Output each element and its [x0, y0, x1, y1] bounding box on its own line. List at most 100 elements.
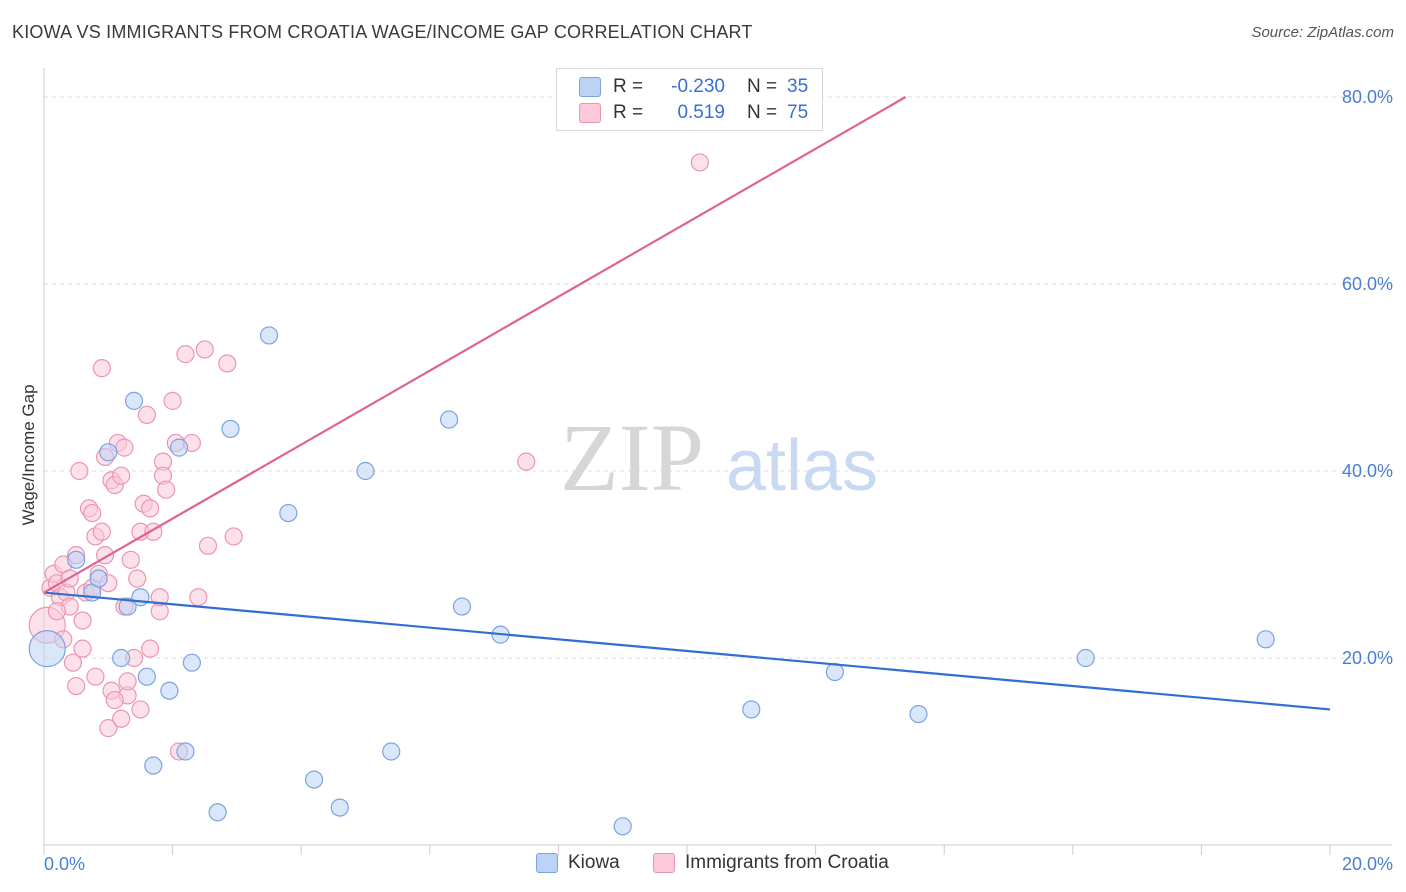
legend-r-value: -0.230	[671, 76, 725, 97]
kiowa-point	[144, 756, 163, 775]
kiowa-point	[28, 630, 66, 668]
kiowa-point	[221, 419, 240, 439]
legend-row-kiowa: R = -0.230 N = 35	[579, 75, 808, 99]
croatia-point	[198, 536, 218, 555]
kiowa-point	[439, 410, 459, 429]
kiowa-trend-line	[43, 591, 1331, 711]
croatia-point	[137, 405, 156, 424]
croatia-point	[195, 340, 214, 359]
legend-r-label: R =	[613, 102, 644, 123]
kiowa-point	[279, 503, 298, 523]
kiowa-point	[118, 597, 137, 616]
croatia-point	[140, 499, 160, 518]
kiowa-point	[137, 667, 156, 686]
watermark-zip: ZIP	[560, 404, 704, 511]
kiowa-point	[613, 817, 632, 836]
y-tick-label: 60.0%	[1342, 274, 1393, 294]
correlation-legend: R = -0.230 N = 35 R = 0.519 N = 75	[556, 68, 823, 131]
series-legend: Kiowa Immigrants from Croatia	[0, 852, 1406, 878]
grid-lines	[44, 96, 1392, 659]
kiowa-point	[124, 391, 144, 410]
croatia-point	[92, 522, 111, 541]
croatia-point	[83, 503, 102, 523]
croatia-point	[218, 354, 237, 373]
kiowa-point	[67, 550, 86, 569]
kiowa-point	[304, 770, 324, 789]
legend-label-croatia: Immigrants from Croatia	[685, 852, 889, 873]
croatia-point	[73, 611, 92, 630]
kiowa-point	[160, 681, 179, 700]
croatia-point	[112, 466, 131, 485]
kiowa-point	[909, 704, 928, 724]
legend-r-label: R =	[613, 76, 644, 97]
chart-title: KIOWA VS IMMIGRANTS FROM CROATIA WAGE/IN…	[12, 22, 753, 42]
croatia-point	[70, 461, 89, 481]
croatia-point	[115, 438, 134, 457]
legend-label-kiowa: Kiowa	[568, 852, 620, 873]
axes	[43, 68, 1392, 855]
kiowa-point	[1076, 648, 1095, 668]
legend-r-value: 0.519	[677, 102, 725, 123]
kiowa-point	[131, 588, 150, 607]
legend-item-croatia: Immigrants from Croatia	[653, 852, 889, 874]
kiowa-point	[176, 742, 195, 761]
kiowa-point	[452, 597, 472, 616]
series-kiowa-points	[28, 326, 1275, 836]
croatia-point	[67, 676, 86, 696]
croatia-point	[63, 653, 83, 672]
kiowa-point	[112, 648, 131, 668]
croatia-point	[73, 639, 92, 658]
croatia-point	[99, 719, 118, 738]
legend-row-croatia: R = 0.519 N = 75	[579, 101, 808, 125]
legend-swatch-pink	[579, 103, 601, 123]
kiowa-point	[182, 653, 201, 672]
x-tick-label: 0.0%	[44, 854, 85, 874]
croatia-point	[131, 700, 150, 719]
croatia-point	[140, 639, 160, 658]
croatia-point	[224, 527, 243, 546]
legend-swatch-blue	[579, 77, 601, 97]
kiowa-point	[825, 662, 844, 682]
croatia-point	[47, 602, 66, 621]
croatia-point	[176, 345, 195, 364]
croatia-point	[157, 480, 176, 499]
watermark-atlas: atlas	[726, 426, 878, 506]
croatia-point	[92, 359, 111, 378]
kiowa-point	[742, 700, 761, 719]
croatia-point	[128, 569, 147, 588]
kiowa-point	[99, 443, 118, 462]
legend-n-value: 75	[787, 102, 809, 123]
kiowa-point	[89, 569, 108, 588]
croatia-point	[517, 452, 536, 471]
y-axis-title: Wage/Income Gap	[19, 384, 38, 525]
kiowa-point	[382, 742, 401, 761]
kiowa-point	[1256, 630, 1275, 649]
legend-n-label: N =	[747, 76, 778, 97]
croatia-point	[105, 690, 124, 710]
legend-n-label: N =	[747, 102, 778, 123]
croatia-point	[118, 672, 137, 691]
legend-n-value: 35	[787, 76, 809, 97]
croatia-point	[189, 588, 208, 607]
watermark: ZIP atlas	[560, 404, 878, 511]
kiowa-point	[356, 461, 375, 481]
croatia-point	[163, 391, 182, 410]
kiowa-point	[330, 798, 349, 817]
croatia-point	[112, 709, 131, 728]
x-tick-label: 20.0%	[1342, 854, 1393, 874]
croatia-point	[86, 667, 105, 686]
croatia-trend-line	[43, 96, 907, 594]
source-label: Source: ZipAtlas.com	[1251, 24, 1394, 41]
y-tick-label: 20.0%	[1342, 648, 1393, 668]
y-tick-label: 80.0%	[1342, 87, 1393, 107]
croatia-point	[121, 550, 140, 569]
croatia-point	[690, 153, 709, 172]
kiowa-point	[169, 438, 189, 457]
kiowa-point	[259, 326, 279, 345]
tick-labels: 20.0% 40.0% 60.0% 80.0% 0.0% 20.0%	[44, 87, 1393, 874]
trend-lines	[43, 96, 1331, 711]
croatia-point	[150, 588, 169, 607]
legend-item-kiowa: Kiowa	[536, 852, 620, 874]
legend-swatch-kiowa	[536, 853, 558, 873]
